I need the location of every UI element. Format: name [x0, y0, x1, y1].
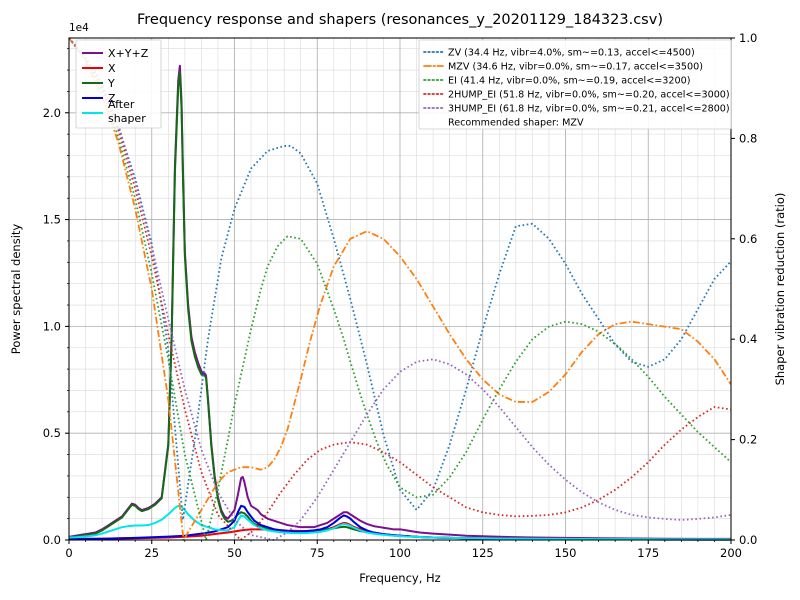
x-tick-label: 75	[310, 546, 325, 560]
shaper-legend[interactable]: ZV (34.4 Hz, vibr=4.0%, sm~=0.13, accel<…	[418, 39, 732, 130]
x-tick-label: 200	[720, 546, 742, 560]
y-axis-offset-label: 1e4	[69, 22, 89, 34]
x-tick-label: 50	[227, 546, 242, 560]
y-tick-label: 0.5	[43, 426, 61, 440]
legend-label-x-y-z: X+Y+Z	[108, 47, 149, 60]
tick-marks-layer	[65, 37, 735, 544]
legend-label-2hump_ei: 2HUMP_EI (51.8 Hz, vibr=0.0%, sm~=0.20, …	[448, 90, 730, 101]
legend-label-mzv: MZV (34.6 Hz, vibr=0.0%, sm~=0.17, accel…	[448, 62, 703, 73]
y-tick-label: 1.5	[43, 213, 61, 227]
legend-label-3hump_ei: 3HUMP_EI (61.8 Hz, vibr=0.0%, sm~=0.21, …	[448, 104, 730, 115]
legend-label-after-shaper-line2: shaper	[108, 112, 146, 125]
legend-label-y: Y	[107, 77, 115, 90]
shaper-line-zv	[68, 37, 732, 521]
y-right-tick-label: 0.2	[739, 433, 757, 447]
x-tick-label: 150	[555, 546, 577, 560]
x-tick-label: 0	[65, 546, 72, 560]
y-right-tick-label: 0.6	[739, 232, 757, 246]
shaper-line-2hump_ei	[68, 37, 732, 541]
chart-title: Frequency response and shapers (resonanc…	[137, 12, 663, 28]
shaper-line-mzv	[68, 37, 732, 541]
legend-label-ei: EI (41.4 Hz, vibr=0.0%, sm~=0.19, accel<…	[448, 76, 690, 87]
y-right-tick-label: 1.0	[739, 31, 757, 45]
legend-label-x: X	[108, 62, 116, 75]
y-tick-label: 1.0	[43, 319, 61, 333]
x-axis-label: Frequency, Hz	[359, 571, 440, 585]
y-right-tick-label: 0.4	[739, 332, 757, 346]
x-tick-label: 100	[389, 546, 411, 560]
y-tick-label: 2.0	[43, 106, 61, 120]
shaper-line-3hump_ei	[68, 37, 732, 541]
y-right-tick-label: 0.8	[739, 131, 757, 145]
y-axis-label: Power spectral density	[9, 224, 23, 355]
y-right-tick-label: 0.0	[739, 533, 757, 547]
legend-label-zv: ZV (34.4 Hz, vibr=4.0%, sm~=0.13, accel<…	[448, 48, 695, 59]
legend-label-z: Z	[108, 92, 116, 105]
x-tick-label: 125	[472, 546, 494, 560]
psd-series-layer	[68, 64, 731, 541]
recommended-shaper-label: Recommended shaper: MZV	[448, 118, 584, 129]
shaper-series-layer	[68, 37, 732, 541]
tick-labels-layer: 0 25 50 75 100 125 150 175 2000.00.51.01.52.00.0…	[43, 31, 758, 560]
y-axis-right-label: Shaper vibration reduction (ratio)	[773, 193, 787, 386]
psd-line-after-shaper	[68, 504, 731, 541]
legend-label-after-shaper-line1: After	[108, 98, 135, 111]
x-tick-label: 25	[144, 546, 159, 560]
x-tick-label: 175	[637, 546, 659, 560]
y-tick-label: 0.0	[43, 533, 61, 547]
